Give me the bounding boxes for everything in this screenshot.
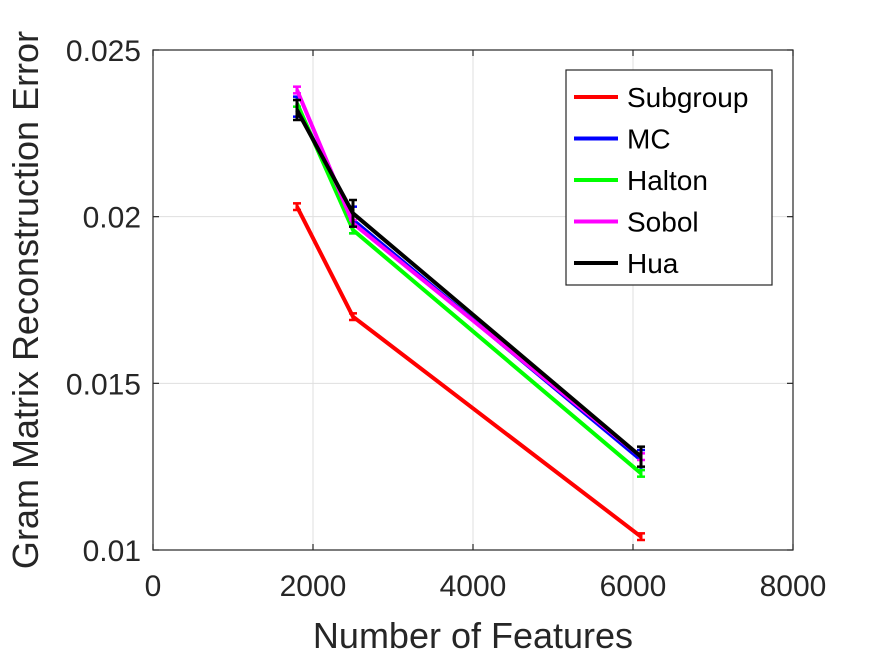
x-tick-label: 8000 (760, 570, 827, 603)
legend-label-halton: Halton (627, 165, 708, 196)
legend-box (565, 69, 773, 286)
legend-label-sobol: Sobol (627, 207, 699, 238)
x-tick-label: 0 (145, 570, 162, 603)
series-subgroup (293, 202, 645, 542)
legend-label-mc: MC (627, 124, 671, 155)
y-axis-title: Gram Matrix Reconstruction Error (5, 31, 46, 569)
y-tick-label: 0.02 (83, 202, 141, 235)
series-hua (293, 98, 645, 468)
x-tick-label: 6000 (600, 570, 667, 603)
x-tick-label: 4000 (440, 570, 507, 603)
legend: Subgroup MC Halton Sobol Hua (565, 69, 773, 286)
x-tick-label: 2000 (280, 570, 347, 603)
axis-ticks: 0 2000 4000 6000 8000 0.01 0.015 0.02 0.025 (66, 35, 826, 603)
y-tick-label: 0.025 (66, 35, 141, 68)
x-axis-title: Number of Features (313, 615, 633, 656)
legend-label-hua: Hua (627, 248, 679, 279)
legend-label-subgroup: Subgroup (627, 82, 748, 113)
y-tick-label: 0.015 (66, 368, 141, 401)
y-tick-label: 0.01 (83, 535, 141, 568)
series-layer (293, 85, 645, 542)
